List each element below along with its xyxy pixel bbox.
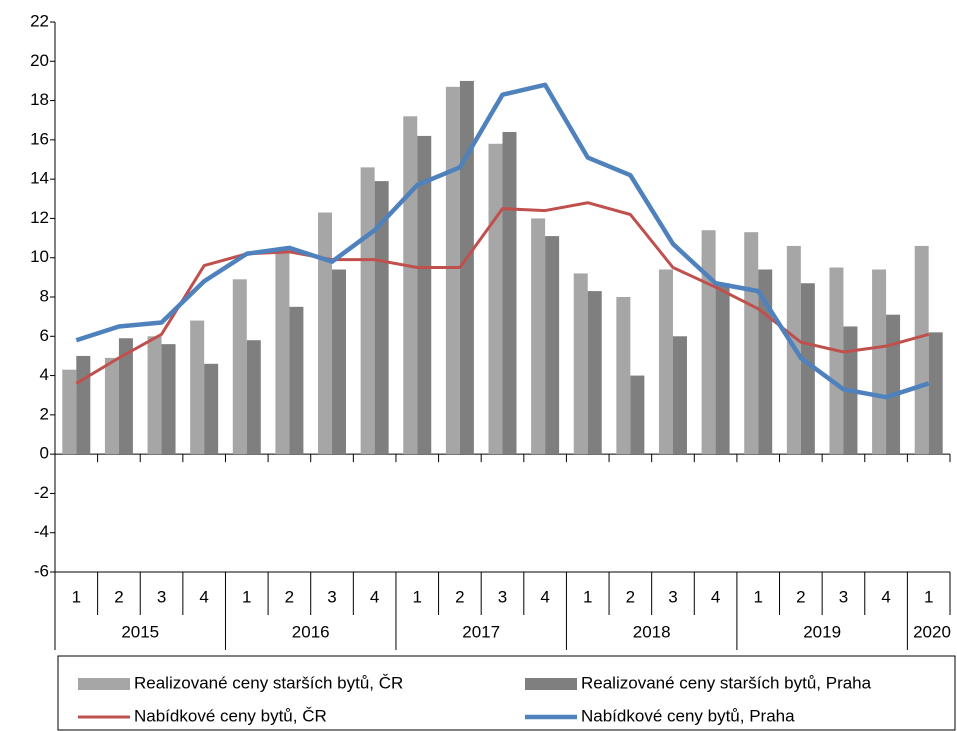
bar: [161, 344, 176, 455]
y-tick-label: 14: [30, 169, 49, 188]
bar: [403, 116, 418, 455]
x-tick-label: 4: [370, 587, 379, 606]
x-tick-label: 1: [924, 587, 933, 606]
x-tick-label: 4: [199, 587, 208, 606]
y-tick-label: -6: [34, 561, 49, 580]
x-tick-label: 4: [711, 587, 720, 606]
y-tick-label: 2: [40, 404, 49, 423]
x-tick-label: 2: [626, 587, 635, 606]
bar: [800, 283, 815, 455]
x-tick-label: 2: [285, 587, 294, 606]
bar: [886, 314, 901, 455]
y-tick-label: 20: [30, 51, 49, 70]
x-tick-label: 1: [583, 587, 592, 606]
y-tick-label: 8: [40, 286, 49, 305]
legend-label: Nabídkové ceny bytů, Praha: [581, 706, 795, 725]
x-tick-label: 1: [753, 587, 762, 606]
x-group-label: 2016: [292, 622, 330, 641]
bar: [928, 332, 943, 455]
bar: [587, 291, 602, 455]
y-tick-label: 10: [30, 247, 49, 266]
bar: [715, 283, 730, 455]
bar: [374, 181, 389, 455]
bar: [829, 267, 844, 455]
x-tick-label: 4: [540, 587, 549, 606]
line: [75, 82, 930, 400]
bar: [76, 355, 91, 455]
bar: [104, 357, 119, 455]
x-tick-label: 3: [839, 587, 848, 606]
y-tick-label: -2: [34, 483, 49, 502]
bar: [190, 320, 205, 455]
x-tick-label: 3: [327, 587, 336, 606]
x-tick-label: 2: [114, 587, 123, 606]
legend-box: [57, 655, 956, 731]
x-tick-label: 1: [72, 587, 81, 606]
y-tick-label: 22: [30, 11, 49, 30]
x-group-label: 2015: [121, 622, 159, 641]
bar: [872, 269, 887, 455]
bar: [232, 279, 247, 455]
y-tick-label: 18: [30, 90, 49, 109]
bar: [147, 336, 162, 455]
legend-label: Nabídkové ceny bytů, ČR: [134, 706, 327, 725]
bar: [332, 269, 347, 455]
line: [75, 201, 930, 385]
bar: [573, 273, 588, 455]
bar: [459, 80, 474, 455]
bar: [246, 340, 261, 455]
bar: [502, 132, 517, 455]
legend-label: Realizované ceny starších bytů, ČR: [134, 673, 403, 692]
y-tick-label: 12: [30, 208, 49, 227]
x-tick-label: 3: [668, 587, 677, 606]
bar: [630, 375, 645, 455]
x-group-label: 2020: [913, 622, 951, 641]
bar: [118, 338, 133, 455]
x-tick-label: 2: [796, 587, 805, 606]
bar: [289, 306, 304, 455]
bar: [204, 363, 219, 455]
bar: [445, 86, 460, 455]
bar: [616, 297, 631, 455]
bar: [701, 230, 716, 455]
bar: [914, 245, 929, 455]
legend-swatch: [78, 678, 130, 690]
x-tick-label: 2: [455, 587, 464, 606]
x-group-label: 2019: [803, 622, 841, 641]
bar: [360, 167, 375, 455]
bar: [672, 336, 687, 455]
x-tick-label: 1: [413, 587, 422, 606]
x-group-label: 2018: [633, 622, 671, 641]
x-tick-label: 4: [881, 587, 890, 606]
bar: [488, 143, 503, 455]
x-group-label: 2017: [462, 622, 500, 641]
legend-swatch: [525, 678, 577, 690]
bar: [531, 218, 546, 455]
x-tick-label: 3: [157, 587, 166, 606]
bar: [417, 135, 432, 455]
bar: [62, 369, 77, 455]
y-tick-label: 16: [30, 129, 49, 148]
legend-label: Realizované ceny starších bytů, Praha: [581, 673, 872, 692]
bar: [275, 249, 290, 455]
bar: [744, 232, 759, 455]
y-tick-label: 0: [40, 444, 49, 463]
x-tick-label: 1: [242, 587, 251, 606]
y-tick-label: -4: [34, 522, 49, 541]
y-tick-label: 6: [40, 326, 49, 345]
y-tick-label: 4: [40, 365, 49, 384]
x-tick-label: 3: [498, 587, 507, 606]
bar: [545, 236, 560, 455]
bar: [318, 212, 333, 455]
bar: [658, 269, 673, 455]
